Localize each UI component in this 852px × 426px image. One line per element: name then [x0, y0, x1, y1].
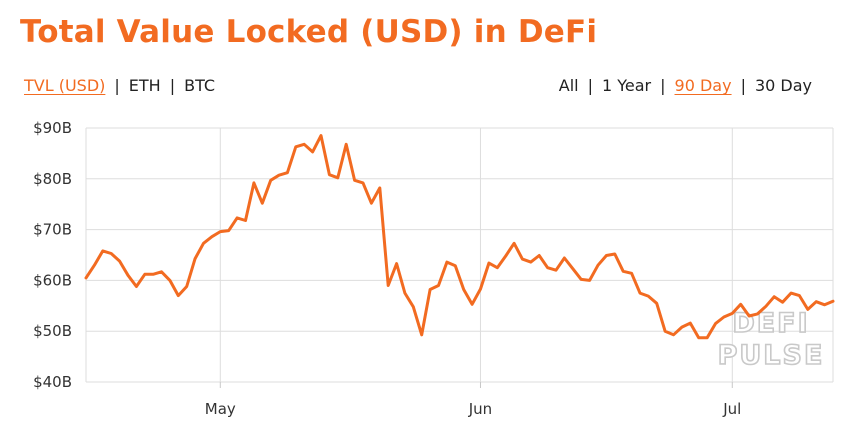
y-tick-label: $80B — [33, 170, 72, 188]
series-layer — [84, 134, 835, 340]
range-toggle: All | 1 Year | 90 Day | 30 Day — [559, 76, 812, 95]
range-option-1-year[interactable]: 1 Year — [601, 76, 652, 95]
separator: | — [114, 76, 120, 95]
y-tick-label: $70B — [33, 221, 72, 239]
currency-toggle: TVL (USD) | ETH | BTC — [24, 76, 215, 95]
range-option-all[interactable]: All — [558, 76, 579, 95]
y-tick-label: $60B — [33, 271, 72, 289]
currency-option-eth[interactable]: ETH — [128, 76, 161, 95]
separator: | — [587, 76, 593, 95]
watermark-line-2: PULSE — [718, 340, 825, 371]
currency-option-btc[interactable]: BTC — [184, 76, 216, 95]
x-tick-label: Jun — [468, 400, 492, 418]
range-option-90-day[interactable]: 90 Day — [674, 76, 732, 95]
tvl-series-line — [84, 134, 835, 340]
y-tick-label: $40B — [33, 373, 72, 391]
currency-option-tvl-usd[interactable]: TVL (USD) — [24, 76, 106, 95]
x-axis: May Jun Jul — [205, 400, 742, 418]
page-title: Total Value Locked (USD) in DeFi — [20, 14, 598, 50]
x-tick-label: May — [205, 400, 236, 418]
watermark: DEFI PULSE — [717, 307, 825, 372]
range-option-30-day[interactable]: 30 Day — [754, 76, 812, 95]
separator: | — [740, 76, 746, 95]
x-tick-label: Jul — [722, 400, 741, 418]
y-tick-label: $90B — [33, 119, 72, 137]
separator: | — [660, 76, 666, 95]
separator: | — [169, 76, 176, 95]
watermark-line-1: DEFI — [732, 308, 809, 339]
grid-lines — [85, 127, 834, 388]
y-axis: $90B $80B $70B $60B $50B $40B — [33, 119, 72, 391]
y-tick-label: $50B — [33, 322, 72, 340]
